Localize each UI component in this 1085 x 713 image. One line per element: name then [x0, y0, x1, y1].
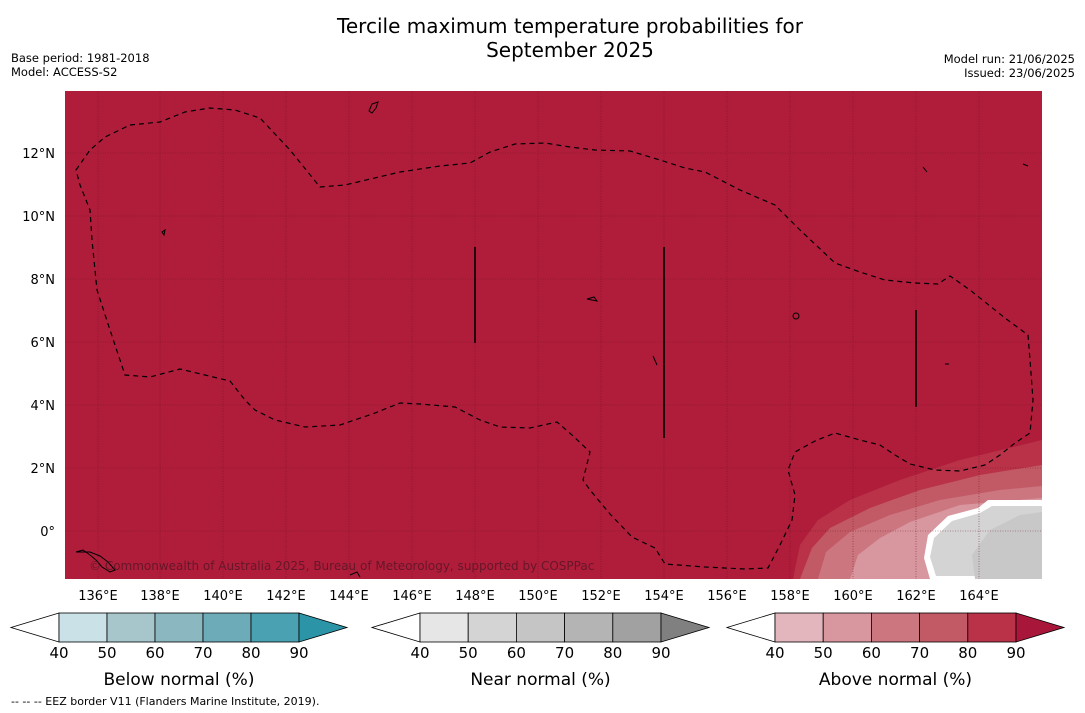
colorbar-tick-label: 70: [555, 644, 574, 662]
colorbar-segment: [871, 612, 921, 643]
base-period: Base period: 1981-2018: [11, 51, 150, 65]
colorbar-tick-label: 80: [241, 644, 260, 662]
lon-label: 154°E: [644, 589, 684, 604]
colorbar-tick-label: 90: [651, 644, 670, 662]
lat-label: 6°N: [31, 336, 56, 351]
lon-label: 140°E: [203, 589, 243, 604]
lon-label: 142°E: [266, 589, 306, 604]
lat-label: 4°N: [31, 399, 56, 414]
colorbar-segment: [774, 612, 824, 643]
lat-label: 0°: [40, 525, 55, 540]
lat-label: 2°N: [31, 462, 56, 477]
colorbar-extension-low: [725, 612, 776, 643]
title-line-1: Tercile maximum temperature probabilitie…: [337, 14, 803, 38]
model-run: Model run: 21/06/2025: [943, 52, 1075, 66]
colorbar-segment: [516, 612, 566, 643]
lon-label: 160°E: [833, 589, 873, 604]
colorbar-segment: [154, 612, 204, 643]
colorbar-extension-high: [1015, 612, 1066, 643]
title-line-2: September 2025: [486, 38, 654, 62]
colorbar-segment: [822, 612, 872, 643]
lat-axis: 12°N 10°N 8°N 6°N 4°N 2°N 0°: [22, 147, 55, 540]
colorbar-tick-label: 90: [289, 644, 308, 662]
lat-label: 10°N: [22, 210, 55, 225]
lon-label: 146°E: [392, 589, 432, 604]
eez-border: [75, 107, 1034, 570]
lon-label: 164°E: [959, 589, 999, 604]
colorbar-tick-label: 70: [193, 644, 212, 662]
colorbar-segment: [967, 612, 1017, 643]
colorbar-segment: [58, 612, 108, 643]
colorbar-segment: [419, 612, 469, 643]
colorbar-segment: [202, 612, 252, 643]
map-credit: © Commonwealth of Australia 2025, Bureau…: [89, 559, 594, 573]
lon-label: 138°E: [140, 589, 180, 604]
colorbar-segment: [919, 612, 969, 643]
chart-title: Tercile maximum temperature probabilitie…: [0, 14, 1085, 62]
meta-left: Base period: 1981-2018 Model: ACCESS-S2: [11, 51, 150, 79]
colorbar-tick-label: 90: [1006, 644, 1025, 662]
colorbar-tick-label: 60: [862, 644, 881, 662]
islands: [75, 101, 1029, 578]
lon-label: 158°E: [770, 589, 810, 604]
colorbar-extension-low: [370, 612, 421, 643]
colorbar-tick-label: 40: [765, 644, 784, 662]
colorbar-tick-label: 80: [603, 644, 622, 662]
colorbar-extension-high: [660, 612, 711, 643]
colorbar-tick-label: 40: [49, 644, 68, 662]
colorbar-segment: [564, 612, 614, 643]
colorbar-title: Above normal (%): [819, 670, 972, 690]
colorbar-tick-label: 40: [410, 644, 429, 662]
colorbar-above: 40 50 60 70 80 90 Above normal (%): [725, 612, 1066, 690]
lon-label: 162°E: [896, 589, 936, 604]
colorbar-near: 40 50 60 70 80 90 Near normal (%): [370, 612, 711, 690]
graticule: [65, 91, 1042, 579]
lat-label: 12°N: [22, 147, 55, 162]
lon-label: 156°E: [707, 589, 747, 604]
lon-label: 148°E: [455, 589, 495, 604]
lon-axis: 136°E 138°E 140°E 142°E 144°E 146°E 148°…: [78, 589, 999, 604]
lon-label: 150°E: [518, 589, 558, 604]
lat-label: 8°N: [31, 273, 56, 288]
colorbar-tick-label: 50: [97, 644, 116, 662]
colorbar-segment: [612, 612, 662, 643]
colorbars: 40 50 60 70 80 90 Below normal (%) 40 50 60 70 80 90…: [9, 612, 1066, 690]
issued-date: Issued: 23/06/2025: [964, 66, 1075, 80]
colorbar-segment: [467, 612, 517, 643]
model-name: Model: ACCESS-S2: [11, 65, 118, 79]
colorbar-tick-label: 50: [814, 644, 833, 662]
colorbar-tick-label: 70: [910, 644, 929, 662]
eez-boundary-segments: [474, 247, 917, 438]
colorbar-tick-label: 60: [507, 644, 526, 662]
footer-note: -- -- -- EEZ border V11 (Flanders Marine…: [11, 695, 320, 708]
colorbar-extension-low: [9, 612, 60, 643]
near-normal-shading: [924, 500, 1042, 579]
colorbar-segment: [250, 612, 300, 643]
lon-label: 136°E: [78, 589, 118, 604]
colorbar-extension-high: [298, 612, 349, 643]
colorbar-tick-label: 50: [459, 644, 478, 662]
colorbar-segment: [106, 612, 156, 643]
colorbar-below: 40 50 60 70 80 90 Below normal (%): [9, 612, 349, 690]
colorbar-title: Near normal (%): [470, 670, 610, 690]
colorbar-tick-label: 60: [145, 644, 164, 662]
lon-label: 144°E: [329, 589, 369, 604]
meta-right: Model run: 21/06/2025 Issued: 23/06/2025: [944, 52, 1075, 80]
colorbar-title: Below normal (%): [104, 670, 255, 690]
lon-label: 152°E: [581, 589, 621, 604]
colorbar-tick-label: 80: [958, 644, 977, 662]
